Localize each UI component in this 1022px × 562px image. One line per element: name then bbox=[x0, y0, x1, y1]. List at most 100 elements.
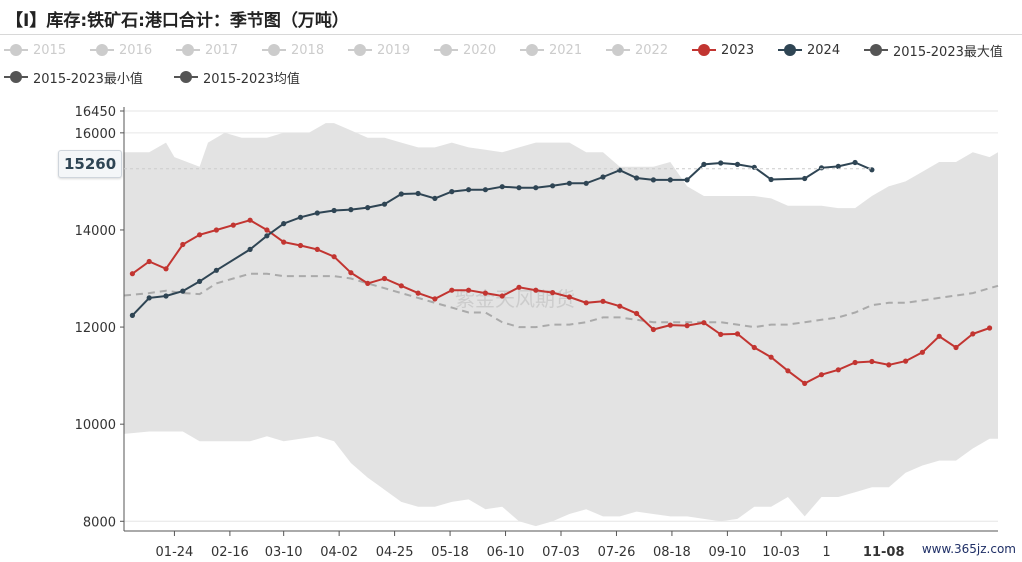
x-tick-label: 05-18 bbox=[431, 545, 469, 560]
average-line bbox=[123, 272, 999, 329]
legend-marker-icon bbox=[692, 44, 716, 56]
legend-marker-icon bbox=[520, 44, 544, 56]
data-point-2024 bbox=[768, 176, 774, 183]
data-point-2024 bbox=[247, 246, 253, 252]
data-point-2023 bbox=[970, 331, 976, 337]
legend-label: 2015-2023均值 bbox=[203, 71, 300, 87]
data-point-2024 bbox=[348, 207, 354, 213]
y-tick-label: 14000 bbox=[75, 224, 116, 239]
data-point-2023 bbox=[919, 349, 926, 355]
data-point-2023 bbox=[466, 287, 472, 293]
legend-label: 2018 bbox=[291, 42, 325, 58]
legend-item-3[interactable]: 2018 bbox=[262, 38, 324, 62]
data-point-2023 bbox=[550, 290, 556, 296]
data-point-2023 bbox=[415, 290, 421, 296]
data-point-2024 bbox=[482, 187, 488, 193]
x-tick-label: 07-03 bbox=[542, 545, 580, 560]
data-point-2023 bbox=[684, 323, 690, 329]
data-point-2024 bbox=[650, 177, 657, 183]
legend-marker-icon bbox=[90, 44, 114, 56]
data-point-2023 bbox=[701, 320, 707, 326]
y-tick-label: 12000 bbox=[75, 321, 116, 336]
legend-label: 2021 bbox=[549, 42, 583, 58]
data-point-2024 bbox=[718, 160, 724, 166]
data-point-2023 bbox=[751, 344, 757, 351]
data-point-2024 bbox=[583, 180, 589, 186]
legend-item-0[interactable]: 2015 bbox=[4, 38, 66, 62]
data-point-2023 bbox=[146, 258, 152, 265]
data-point-2024 bbox=[869, 167, 875, 173]
x-tick-label: 1 bbox=[822, 545, 830, 560]
data-point-2024 bbox=[634, 175, 640, 181]
legend-marker-icon bbox=[174, 71, 198, 83]
data-point-2023 bbox=[398, 283, 404, 289]
data-point-2023 bbox=[785, 368, 791, 374]
data-point-2023 bbox=[835, 367, 841, 373]
legend-label: 2015-2023最大值 bbox=[893, 44, 1003, 60]
data-point-2024 bbox=[163, 293, 169, 299]
legend-item-7[interactable]: 2022 bbox=[606, 38, 668, 62]
data-point-2024 bbox=[381, 201, 388, 207]
legend-marker-icon bbox=[262, 44, 286, 56]
x-tick-label: 04-02 bbox=[320, 545, 358, 560]
data-point-2023 bbox=[499, 293, 505, 299]
legend-item-2[interactable]: 2017 bbox=[176, 38, 238, 62]
data-point-2024 bbox=[398, 191, 404, 197]
data-point-2024 bbox=[466, 187, 472, 193]
data-point-2024 bbox=[852, 159, 858, 166]
data-point-2023 bbox=[365, 280, 371, 286]
x-tick-label: 02-16 bbox=[211, 545, 249, 560]
data-point-2023 bbox=[987, 325, 993, 331]
legend-label: 2015 bbox=[33, 42, 67, 58]
legend-item-9[interactable]: 2024 bbox=[778, 38, 840, 62]
data-point-2024 bbox=[516, 185, 522, 191]
data-point-2023 bbox=[667, 322, 673, 328]
legend-item-1[interactable]: 2016 bbox=[90, 38, 152, 62]
legend-item-4[interactable]: 2019 bbox=[348, 38, 410, 62]
y-tick-label: 10000 bbox=[75, 418, 116, 433]
data-point-2024 bbox=[331, 207, 337, 214]
data-point-2023 bbox=[331, 254, 337, 260]
y-tick-label: 16450 bbox=[75, 105, 116, 120]
data-point-2023 bbox=[600, 298, 606, 304]
data-point-2023 bbox=[650, 326, 657, 333]
legend-item-5[interactable]: 2020 bbox=[434, 38, 496, 62]
data-point-2024 bbox=[213, 267, 219, 273]
legend-marker-icon bbox=[778, 44, 802, 56]
data-point-2023 bbox=[230, 222, 236, 228]
legend-marker-icon bbox=[606, 44, 630, 56]
data-point-2024 bbox=[365, 205, 371, 211]
data-point-2024 bbox=[550, 183, 556, 189]
y-tick-label: 8000 bbox=[83, 515, 116, 530]
data-point-2023 bbox=[818, 372, 825, 378]
data-point-2024 bbox=[415, 190, 421, 197]
legend-label: 2017 bbox=[205, 42, 239, 58]
data-point-2023 bbox=[533, 287, 539, 293]
data-point-2023 bbox=[903, 358, 909, 364]
data-point-2024 bbox=[566, 180, 573, 186]
data-point-2024 bbox=[533, 185, 539, 191]
legend-marker-icon bbox=[434, 44, 458, 56]
legend-item-8[interactable]: 2023 bbox=[692, 38, 754, 62]
data-point-2024 bbox=[734, 161, 741, 167]
data-point-2024 bbox=[499, 184, 505, 190]
data-point-2024 bbox=[600, 174, 606, 180]
legend-item-12[interactable]: 2015-2023均值 bbox=[174, 65, 300, 89]
data-point-2023 bbox=[314, 246, 320, 252]
data-point-2023 bbox=[297, 242, 304, 249]
data-point-2023 bbox=[566, 294, 573, 300]
data-point-2024 bbox=[314, 210, 320, 216]
legend-item-6[interactable]: 2021 bbox=[520, 38, 582, 62]
chart-title: 【I】库存:铁矿石:港口合计：季节图（万吨） bbox=[6, 11, 349, 31]
legend-item-11[interactable]: 2015-2023最小值 bbox=[4, 65, 143, 89]
data-point-2024 bbox=[449, 189, 455, 195]
data-point-2023 bbox=[886, 362, 892, 368]
data-point-2023 bbox=[634, 310, 640, 317]
data-point-2023 bbox=[264, 227, 270, 233]
legend-item-10[interactable]: 2015-2023最大值 bbox=[864, 38, 1003, 62]
legend-label: 2022 bbox=[635, 42, 669, 58]
x-tick-label: 08-18 bbox=[653, 545, 691, 560]
data-point-2024 bbox=[180, 288, 186, 294]
data-point-2024 bbox=[684, 177, 690, 183]
data-point-2023 bbox=[869, 358, 875, 365]
